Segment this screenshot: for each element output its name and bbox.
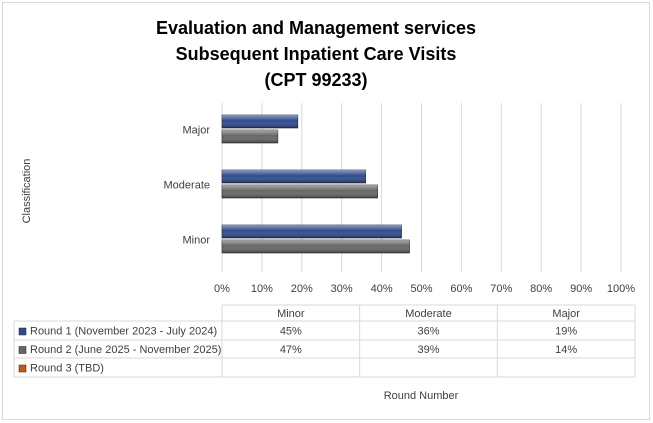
legend-label: Round 1 (November 2023 - July 2024) — [30, 325, 217, 337]
x-tick-label: 100% — [607, 283, 635, 295]
legend-label: Round 2 (June 2025 - November 2025) — [30, 344, 221, 356]
bar-shade — [222, 115, 298, 128]
legend-key — [18, 364, 27, 373]
x-tick-label: 40% — [371, 283, 393, 295]
chart-title: (CPT 99233) — [264, 70, 367, 90]
chart-title: Subsequent Inpatient Care Visits — [176, 44, 457, 64]
x-tick-label: 90% — [570, 283, 592, 295]
x-tick-label: 20% — [291, 283, 313, 295]
legend-label: Round 3 (TBD) — [30, 362, 104, 374]
legend-key — [18, 346, 27, 354]
table-value: 14% — [555, 344, 577, 356]
x-axis-label: Round Number — [384, 390, 459, 402]
table-value: 19% — [555, 325, 577, 337]
y-tick-label: Minor — [182, 234, 210, 246]
table-header: Minor — [277, 308, 305, 320]
x-tick-label: 70% — [490, 283, 512, 295]
table-header: Moderate — [405, 308, 451, 320]
legend-key — [18, 327, 27, 336]
x-tick-label: 80% — [530, 283, 552, 295]
x-tick-label: 60% — [450, 283, 472, 295]
x-tick-label: 10% — [251, 283, 273, 295]
y-axis-label: Classification — [21, 159, 33, 224]
bar-shade — [222, 240, 410, 253]
table-value: 47% — [280, 344, 302, 356]
x-tick-label: 50% — [410, 283, 432, 295]
bar-shade — [222, 170, 366, 183]
table-header: Major — [552, 308, 580, 320]
chart-title: Evaluation and Management services — [156, 18, 476, 38]
bar-shade — [222, 130, 278, 143]
bar-shade — [222, 185, 378, 198]
table-value: 39% — [417, 344, 439, 356]
table-value: 36% — [417, 325, 439, 337]
table-value: 45% — [280, 325, 302, 337]
y-tick-label: Major — [182, 124, 210, 136]
y-tick-label: Moderate — [164, 179, 210, 191]
x-tick-label: 0% — [214, 283, 230, 295]
bar-shade — [222, 225, 402, 238]
x-tick-label: 30% — [331, 283, 353, 295]
